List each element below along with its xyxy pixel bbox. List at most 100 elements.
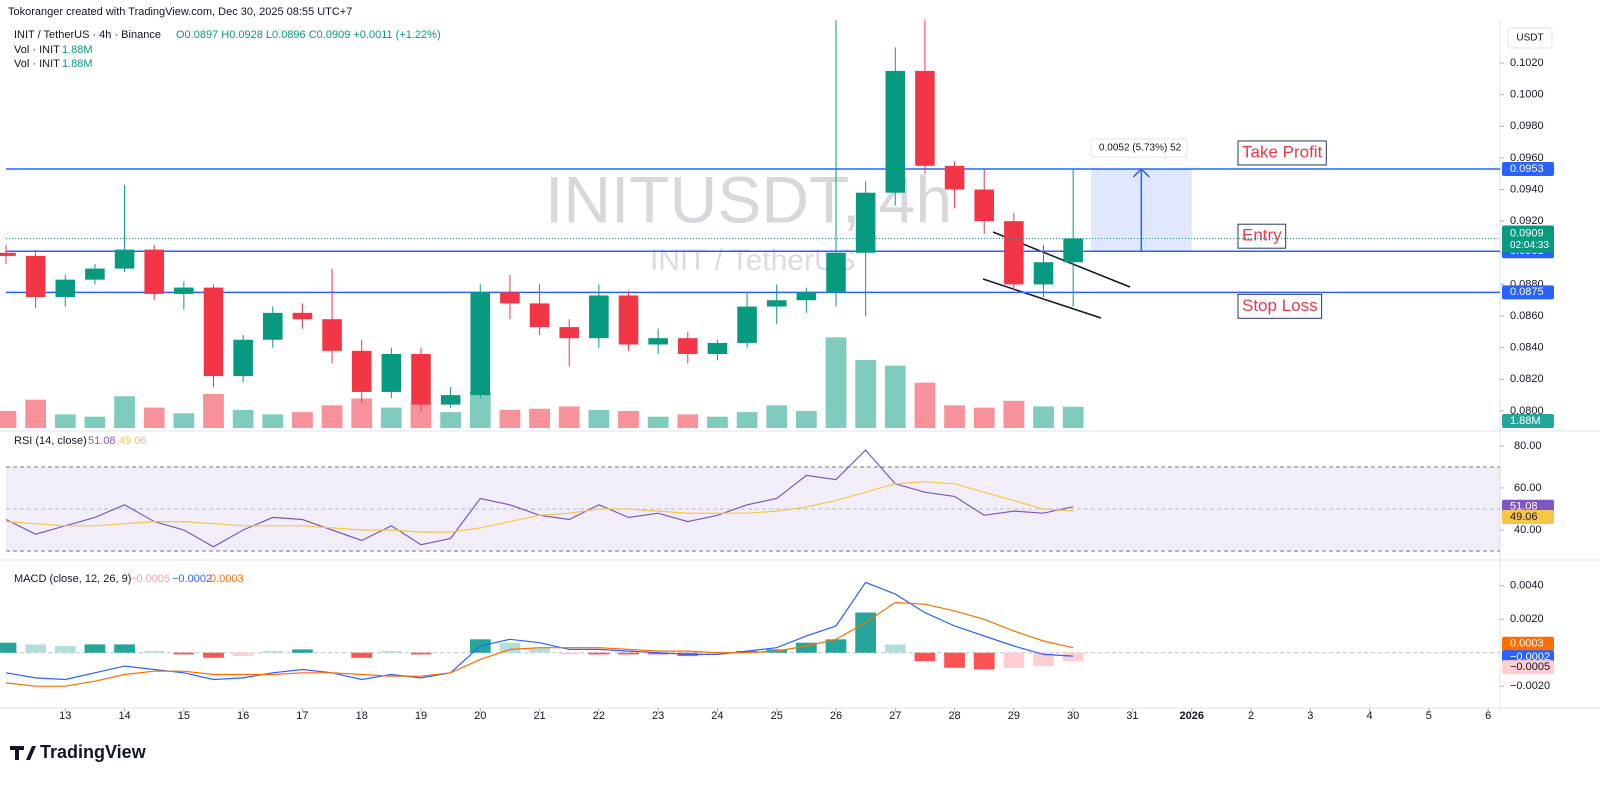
volume-bar	[143, 407, 165, 428]
candle-body	[678, 338, 698, 354]
last-price-badge: 0.0909	[1510, 227, 1544, 239]
volume-bar	[618, 411, 639, 428]
layout	[0, 20, 1600, 710]
rsi-legend-value: 51.08	[88, 435, 116, 447]
volume-bar	[766, 405, 788, 428]
hist-badge: −0.0005	[1510, 661, 1550, 673]
x-tick-label: 22	[593, 710, 605, 722]
y-tick-label: 0.0980	[1510, 120, 1544, 132]
volume-bar	[884, 365, 906, 428]
x-tick-label: 14	[118, 710, 130, 722]
candle-body	[351, 350, 372, 392]
x-tick-label: 17	[296, 710, 308, 722]
level-annotation-box	[1237, 293, 1323, 319]
macd-hist-bar	[707, 652, 728, 655]
candle-body	[203, 287, 224, 377]
volume-bar	[0, 411, 17, 428]
candle-body	[707, 342, 728, 354]
ohlc: O0.0897 H0.0928 L0.0896 C0.0909 +0.0011 …	[176, 29, 441, 41]
macd-title: MACD (close, 12, 26, 9)	[14, 573, 131, 585]
volume-bar	[321, 405, 343, 428]
candle-body	[618, 295, 639, 345]
candle-body	[1004, 221, 1024, 285]
x-tick-label: 18	[356, 710, 368, 722]
macd-legend: −0.0002	[172, 573, 212, 585]
x-tick-label: 23	[652, 710, 664, 722]
candle-body	[500, 292, 520, 304]
macd-hist-legend: −0.0005	[130, 573, 170, 585]
x-tick-label: 26	[830, 710, 842, 722]
volume-bar	[736, 412, 758, 428]
macd-hist-bar	[232, 652, 254, 657]
volume-bar	[914, 382, 936, 428]
macd-hist-bar	[54, 646, 76, 653]
candle-body	[944, 165, 965, 190]
y-tick-label: 0.0860	[1510, 310, 1544, 322]
macd-hist-bar	[944, 652, 965, 668]
candle-body	[381, 353, 402, 392]
macd-hist-bar	[351, 652, 373, 658]
x-tick-label: 3	[1307, 710, 1313, 722]
volume-bar	[795, 411, 817, 428]
y-tick-label: 80.00	[1514, 440, 1542, 452]
x-tick-label: 2	[1248, 710, 1254, 722]
volume-bar	[25, 399, 47, 428]
candle-body	[915, 70, 935, 166]
y-tick-label: 40.00	[1514, 524, 1542, 536]
macd-hist-bar	[25, 644, 47, 653]
candle-body	[440, 395, 461, 405]
volume-bar	[944, 405, 965, 428]
candle-body	[974, 189, 994, 222]
symbol: INIT / TetherUS · 4h · Binance	[14, 29, 161, 41]
macd-hist-bar	[884, 644, 906, 653]
countdown: 02:04:33	[1510, 240, 1549, 251]
candle-body	[826, 252, 846, 293]
volume-bar	[825, 337, 847, 428]
rsi-ma-badge-bg	[1502, 509, 1554, 524]
level-badge-bg	[1502, 161, 1554, 176]
volume-badge-bg	[1502, 414, 1554, 428]
volume-bar	[855, 360, 877, 428]
x-tick-label: 31	[1126, 710, 1138, 722]
y-tick-label: 0.0800	[1510, 405, 1544, 417]
volume-bar	[380, 407, 402, 428]
macd-hist-bar	[1003, 652, 1025, 668]
candle-body	[263, 312, 283, 340]
signal-badge-bg	[1502, 636, 1554, 651]
x-tick-label: 6	[1485, 710, 1491, 722]
macd-hist-bar	[499, 642, 521, 653]
logo[interactable]: TradingView	[10, 742, 147, 762]
macd-hist-bar	[618, 652, 639, 655]
candle-body	[85, 268, 105, 280]
x-tick-label: 27	[889, 710, 901, 722]
x-tick-label: 25	[771, 710, 783, 722]
candle-body	[589, 295, 609, 339]
volume-bar	[262, 414, 284, 428]
x-tick-label: 21	[533, 710, 545, 722]
volume-bar	[1062, 406, 1084, 428]
volume-bar	[232, 409, 254, 428]
candle-body	[796, 292, 817, 301]
y-tick-label: 0.0020	[1510, 613, 1544, 625]
position-label: 0.0052 (5.73%) 52	[1099, 143, 1182, 154]
macd-hist-bar	[588, 652, 610, 655]
candle-body	[1033, 262, 1054, 285]
macd-hist-bar	[380, 651, 402, 653]
macd-hist-bar	[795, 642, 817, 653]
y-tick-label: 60.00	[1514, 482, 1542, 494]
level-annotation-box	[1237, 140, 1327, 166]
volume-legend: Vol · INIT	[14, 44, 60, 56]
macd-hist-bar	[855, 612, 877, 653]
candle-body	[411, 353, 431, 405]
macd-hist-bar	[529, 647, 550, 653]
currency-box[interactable]	[1507, 27, 1553, 49]
signal-badge: 0.0003	[1510, 638, 1544, 650]
macd-hist-bar	[1062, 652, 1084, 662]
macd-badge: −0.0002	[1510, 651, 1550, 663]
x-tick-label: 19	[415, 710, 427, 722]
watermark-sub: INIT / TetherUS	[650, 244, 856, 277]
macd-hist-bar	[143, 651, 165, 653]
logo-text: TradingView	[40, 742, 147, 762]
candle-body	[25, 255, 46, 298]
